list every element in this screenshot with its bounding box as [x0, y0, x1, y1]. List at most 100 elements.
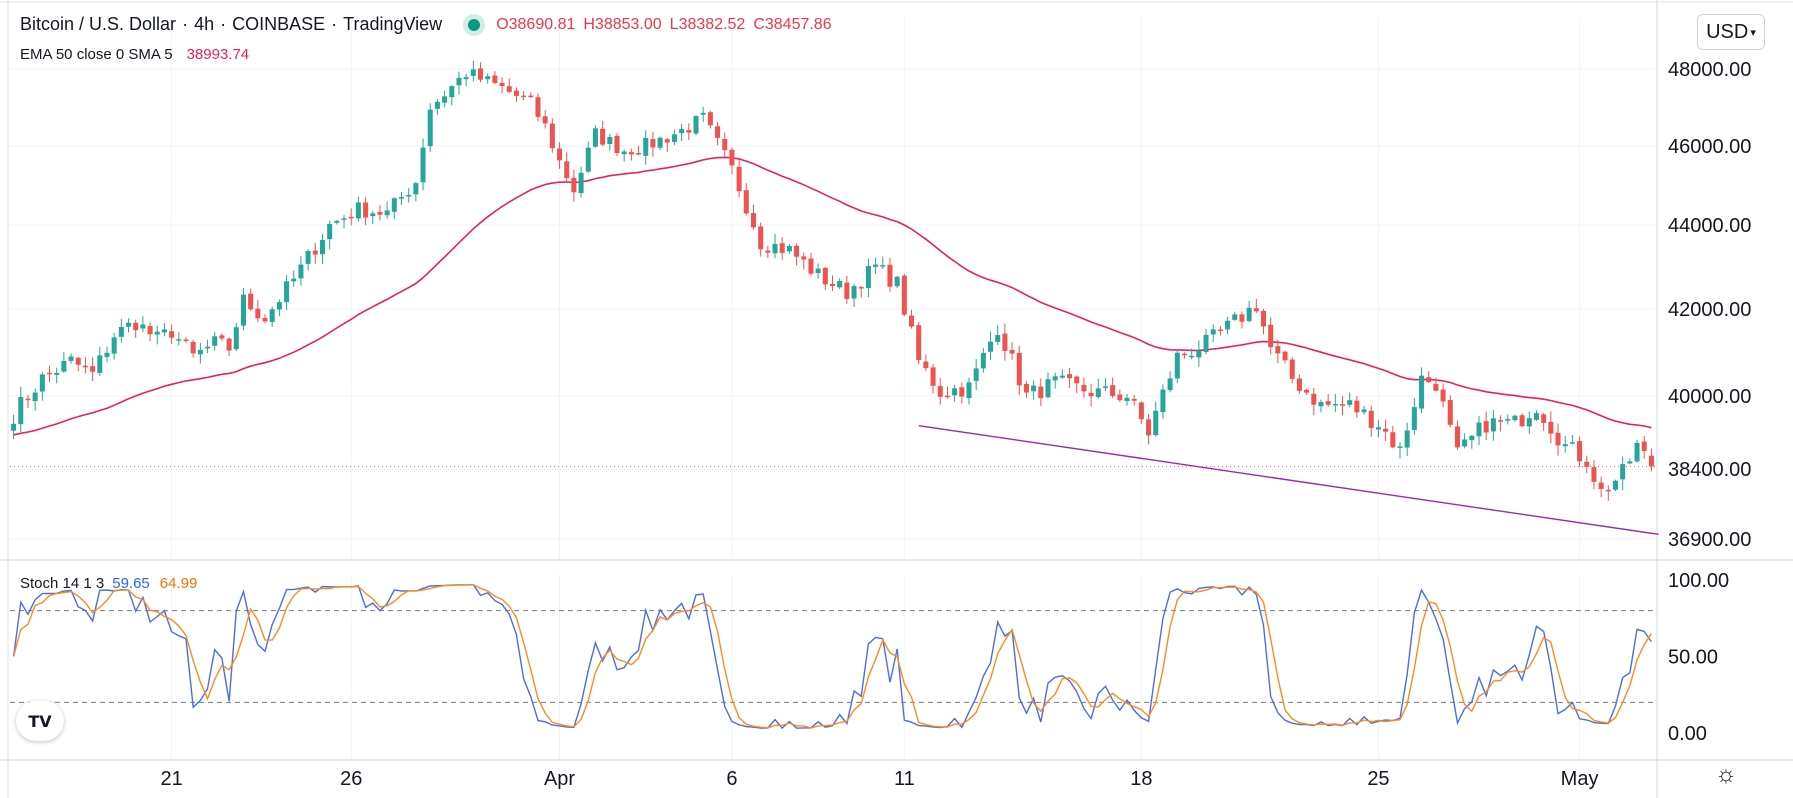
candle[interactable]	[470, 60, 476, 82]
candle-body[interactable]	[715, 126, 721, 138]
candle[interactable]	[1260, 309, 1267, 335]
candle-body[interactable]	[980, 352, 986, 369]
candle-body[interactable]	[240, 294, 246, 326]
candle-body[interactable]	[413, 183, 419, 195]
candle[interactable]	[1196, 340, 1202, 367]
candle[interactable]	[506, 78, 512, 94]
candle-body[interactable]	[1383, 428, 1389, 432]
candle-body[interactable]	[477, 68, 484, 80]
candle[interactable]	[1390, 425, 1396, 449]
candle[interactable]	[1074, 375, 1080, 394]
candle-body[interactable]	[276, 302, 282, 310]
candle[interactable]	[592, 125, 598, 148]
candle[interactable]	[334, 219, 340, 225]
candle[interactable]	[161, 323, 167, 337]
candle-body[interactable]	[32, 392, 38, 402]
candle[interactable]	[1088, 383, 1094, 407]
candle[interactable]	[858, 285, 864, 298]
candle[interactable]	[1052, 372, 1058, 389]
candle[interactable]	[1124, 393, 1130, 406]
candle-body[interactable]	[1584, 461, 1590, 467]
candle-body[interactable]	[363, 202, 369, 218]
candle-body[interactable]	[1447, 400, 1453, 425]
candle-body[interactable]	[636, 153, 642, 155]
candle[interactable]	[729, 147, 735, 175]
candle[interactable]	[1562, 435, 1568, 453]
candle[interactable]	[1569, 435, 1575, 445]
candle-body[interactable]	[1023, 383, 1029, 393]
candle[interactable]	[973, 359, 979, 390]
candle-body[interactable]	[427, 109, 433, 147]
candle[interactable]	[61, 352, 67, 373]
candle-body[interactable]	[722, 139, 728, 151]
candle[interactable]	[442, 90, 448, 108]
candle-body[interactable]	[1146, 419, 1152, 436]
candle[interactable]	[183, 337, 189, 344]
candle-body[interactable]	[664, 139, 670, 143]
candle-body[interactable]	[578, 172, 584, 194]
candle-body[interactable]	[750, 213, 756, 228]
candle-body[interactable]	[1505, 419, 1511, 421]
candle[interactable]	[1102, 378, 1108, 392]
candle[interactable]	[600, 120, 606, 147]
candle[interactable]	[1526, 411, 1532, 435]
candle[interactable]	[420, 138, 426, 191]
candle-body[interactable]	[377, 211, 383, 215]
candle-body[interactable]	[18, 397, 24, 425]
trendline[interactable]	[918, 424, 1659, 536]
candle-body[interactable]	[916, 325, 922, 361]
candle[interactable]	[1225, 316, 1231, 335]
tradingview-logo[interactable]: TV	[16, 701, 64, 741]
candle-body[interactable]	[1569, 442, 1575, 444]
candle[interactable]	[1146, 414, 1152, 445]
candle-body[interactable]	[1246, 307, 1252, 322]
candle-body[interactable]	[1009, 349, 1015, 354]
candle-body[interactable]	[398, 197, 405, 199]
candle-body[interactable]	[1282, 351, 1288, 361]
candle-body[interactable]	[707, 112, 713, 126]
candle[interactable]	[133, 319, 139, 338]
candle[interactable]	[952, 384, 958, 402]
candle-body[interactable]	[1498, 420, 1504, 422]
candle[interactable]	[887, 257, 893, 292]
candle[interactable]	[1490, 409, 1496, 441]
candle[interactable]	[1296, 374, 1302, 394]
candle[interactable]	[930, 364, 936, 394]
candle[interactable]	[1181, 352, 1188, 359]
candle-body[interactable]	[1562, 444, 1568, 447]
candle-body[interactable]	[1419, 375, 1425, 409]
candle-body[interactable]	[528, 95, 534, 98]
candle[interactable]	[140, 316, 146, 333]
candle-body[interactable]	[269, 309, 275, 322]
candle[interactable]	[32, 388, 38, 411]
candle-body[interactable]	[542, 116, 548, 124]
candle[interactable]	[370, 211, 376, 224]
candle-body[interactable]	[355, 202, 361, 219]
candle[interactable]	[363, 197, 369, 226]
candle-body[interactable]	[535, 97, 541, 117]
candle[interactable]	[829, 275, 836, 291]
candle-body[interactable]	[1268, 324, 1274, 348]
candle-body[interactable]	[851, 286, 857, 299]
candle-body[interactable]	[169, 331, 175, 338]
candle-body[interactable]	[1203, 334, 1209, 352]
candle-body[interactable]	[650, 139, 656, 148]
candle-body[interactable]	[1117, 394, 1123, 401]
candle-body[interactable]	[25, 398, 31, 401]
candle[interactable]	[104, 346, 110, 363]
candle[interactable]	[1454, 420, 1460, 451]
candle[interactable]	[844, 275, 850, 304]
candle[interactable]	[808, 252, 814, 276]
candle[interactable]	[736, 157, 742, 198]
candle[interactable]	[528, 92, 534, 98]
candle[interactable]	[664, 138, 670, 152]
candle-body[interactable]	[1045, 379, 1051, 398]
candle[interactable]	[1038, 378, 1044, 406]
candle-body[interactable]	[1519, 415, 1525, 427]
candle-body[interactable]	[1555, 432, 1561, 446]
candle[interactable]	[248, 288, 254, 311]
candle[interactable]	[1612, 479, 1619, 492]
candle[interactable]	[240, 287, 246, 331]
candle-body[interactable]	[873, 264, 879, 267]
candle[interactable]	[837, 278, 843, 289]
